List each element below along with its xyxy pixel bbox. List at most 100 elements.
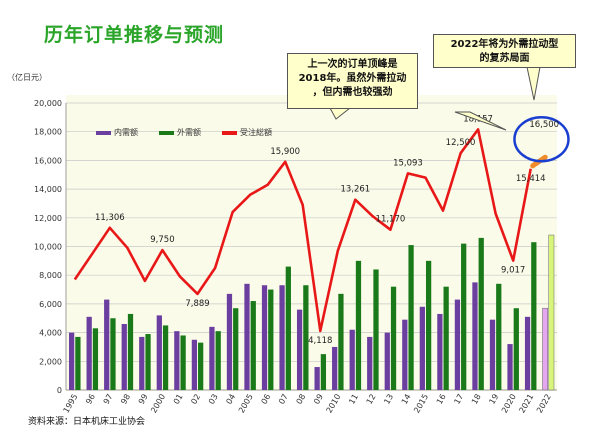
bar-domestic-2022 xyxy=(542,307,548,391)
data-label: 4,118 xyxy=(308,336,332,346)
x-tick-label: 07 xyxy=(277,393,290,406)
y-tick-label: 20,000 xyxy=(34,99,62,108)
bar-domestic-2021 xyxy=(524,316,531,390)
x-tick-label: 02 xyxy=(189,393,202,406)
bar-overseas-98 xyxy=(127,313,134,390)
bar-domestic-2005 xyxy=(244,283,250,390)
bar-domestic-12 xyxy=(367,336,373,390)
x-tick-label: 01 xyxy=(172,393,185,406)
peak-callout-line: 上一次的订单顶峰是 xyxy=(307,59,398,70)
bar-overseas-2021 xyxy=(531,242,537,390)
bar-domestic-02 xyxy=(191,339,198,390)
y-tick-label: 6,000 xyxy=(39,300,62,309)
bar-overseas-16 xyxy=(443,286,449,390)
data-label: 12,500 xyxy=(446,138,476,148)
bar-overseas-01 xyxy=(180,335,186,390)
x-tick-label: 14 xyxy=(400,393,413,406)
x-tick-label: 2022 xyxy=(535,393,553,415)
bar-overseas-14 xyxy=(408,245,414,390)
x-tick-label: 99 xyxy=(137,393,150,406)
legend-overseas-label: 外需额 xyxy=(177,128,201,137)
legend-total-label: 受注総額 xyxy=(240,128,272,137)
bar-domestic-13 xyxy=(384,332,390,390)
data-label: 15,093 xyxy=(393,158,423,168)
y-tick-label: 12,000 xyxy=(34,214,62,223)
peak-callout-pointer xyxy=(454,111,507,131)
bar-domestic-11 xyxy=(349,329,355,390)
y-tick-label: 4,000 xyxy=(39,329,62,338)
y-tick-label: 16,000 xyxy=(34,156,62,165)
x-tick-label: 16 xyxy=(435,393,448,406)
bar-domestic-06 xyxy=(261,285,268,390)
peak-callout-pointer xyxy=(329,107,352,120)
y-axis-unit-label: （亿日元） xyxy=(7,73,47,82)
y-tick-label: 8,000 xyxy=(39,271,62,280)
bar-overseas-11 xyxy=(355,260,362,390)
bar-domestic-2015 xyxy=(419,306,425,390)
bar-domestic-96 xyxy=(86,316,92,390)
peak-callout: 上一次的订单顶峰是 2018年。虽然外需拉动 ，但内需也较强劲 xyxy=(287,53,418,109)
x-tick-label: 08 xyxy=(295,393,308,406)
data-label: 7,889 xyxy=(185,299,209,309)
bar-domestic-2010 xyxy=(332,346,338,390)
bar-overseas-18 xyxy=(478,237,484,390)
x-tick-label: 03 xyxy=(207,393,220,406)
x-tick-label: 97 xyxy=(102,393,115,406)
bar-overseas-06 xyxy=(268,289,274,390)
total-orders-line xyxy=(73,128,532,333)
forecast-callout-line: 的复苏局面 xyxy=(479,53,530,64)
bar-overseas-2015 xyxy=(425,260,432,390)
bar-domestic-97 xyxy=(104,299,110,390)
bar-domestic-19 xyxy=(489,319,496,390)
forecast-callout-line: 2022年将为外需拉动型 xyxy=(450,39,559,50)
bar-domestic-17 xyxy=(454,299,461,390)
bar-domestic-03 xyxy=(209,326,215,390)
data-label: 9,750 xyxy=(150,235,174,245)
bar-overseas-08 xyxy=(303,285,309,390)
legend-domestic-label: 内需额 xyxy=(114,128,138,137)
x-tick-label: 12 xyxy=(365,393,378,406)
legend-domestic-swatch xyxy=(96,130,111,135)
data-label: 13,261 xyxy=(340,185,370,195)
bar-overseas-12 xyxy=(373,269,379,390)
source-note: 资料来源：日本机床工业协会 xyxy=(28,417,146,427)
bar-overseas-2010 xyxy=(338,293,344,390)
x-tick-label: 2021 xyxy=(517,393,535,415)
y-tick-label: 0 xyxy=(57,386,62,395)
x-tick-label: 98 xyxy=(119,393,132,406)
x-tick-label: 2020 xyxy=(500,393,518,415)
bar-overseas-99 xyxy=(145,334,151,390)
data-label: 11,306 xyxy=(95,213,125,223)
bar-overseas-1995 xyxy=(75,336,81,390)
bar-domestic-04 xyxy=(226,293,233,390)
page-title: 历年订单推移与预测 xyxy=(44,24,225,46)
legend-overseas: 外需额 xyxy=(159,127,201,138)
bar-overseas-04 xyxy=(233,308,239,390)
y-tick-label: 2,000 xyxy=(39,357,62,366)
bar-overseas-19 xyxy=(496,283,502,390)
x-tick-label: 18 xyxy=(470,393,483,406)
data-label: 15,414 xyxy=(516,174,546,184)
bar-domestic-2020 xyxy=(507,344,513,390)
peak-callout-line: 2018年。虽然外需拉动 xyxy=(298,73,407,84)
bar-overseas-97 xyxy=(110,318,116,390)
data-label: 15,900 xyxy=(270,147,300,157)
bar-domestic-01 xyxy=(174,331,180,390)
x-tick-label: 17 xyxy=(452,393,465,406)
bar-domestic-14 xyxy=(402,319,408,390)
bar-domestic-08 xyxy=(296,309,303,390)
bar-domestic-1995 xyxy=(69,332,75,390)
bar-overseas-2000 xyxy=(162,325,169,390)
bar-overseas-2005 xyxy=(250,301,256,390)
bar-overseas-2020 xyxy=(513,308,519,390)
bar-domestic-09 xyxy=(314,367,320,390)
bar-overseas-17 xyxy=(461,243,467,390)
legend-domestic: 内需额 xyxy=(96,127,138,138)
x-tick-label: 06 xyxy=(260,393,273,406)
x-tick-label: 19 xyxy=(487,393,500,406)
legend-total-swatch xyxy=(222,130,237,135)
data-label: 16,500 xyxy=(529,120,559,130)
x-tick-label: 11 xyxy=(347,393,360,406)
legend-total: 受注総額 xyxy=(222,127,272,138)
